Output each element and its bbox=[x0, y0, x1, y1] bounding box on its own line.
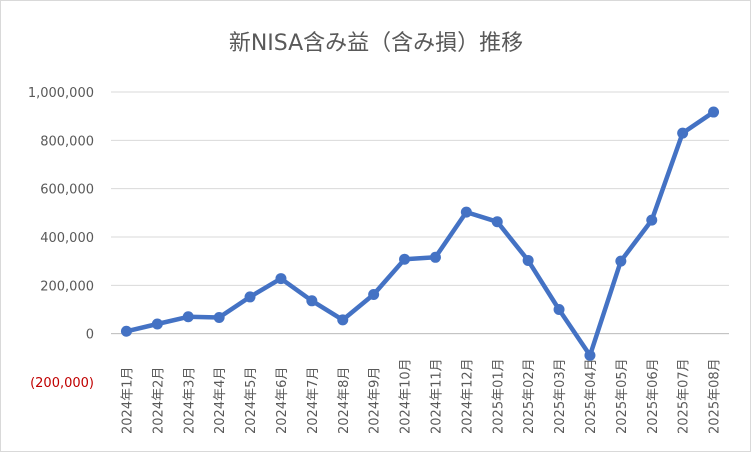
x-tick-label: 2025年04月 bbox=[584, 358, 599, 434]
x-tick-label: 2024年7月 bbox=[306, 367, 321, 434]
y-tick-label: 400,000 bbox=[40, 231, 94, 246]
x-tick-label: 2025年03月 bbox=[553, 358, 568, 434]
x-tick-label: 2024年2月 bbox=[151, 367, 166, 434]
data-point bbox=[368, 289, 380, 301]
x-tick-label: 2024年8月 bbox=[337, 367, 352, 434]
data-point bbox=[244, 291, 256, 303]
x-axis-tick-labels: 2024年1月 2024年2月 2024年3月 2024年4月 2024年5月 2024年… bbox=[120, 358, 722, 434]
x-tick-label: 2024年11月 bbox=[429, 358, 444, 434]
data-point bbox=[646, 214, 658, 226]
y-tick-label: 800,000 bbox=[40, 134, 94, 149]
data-point bbox=[337, 314, 349, 326]
data-point bbox=[275, 273, 287, 285]
x-tick-label: 2024年5月 bbox=[244, 367, 259, 434]
chart-title: 新NISA含み益（含み損）推移 bbox=[229, 31, 523, 56]
data-point bbox=[213, 311, 225, 323]
data-point bbox=[151, 318, 163, 330]
gridlines bbox=[111, 91, 729, 335]
data-point bbox=[429, 251, 441, 263]
data-point bbox=[584, 349, 596, 361]
data-point bbox=[399, 253, 411, 265]
x-tick-label: 2024年4月 bbox=[213, 367, 228, 434]
y-tick-label: 1,000,000 bbox=[28, 86, 94, 101]
x-tick-label: 2024年9月 bbox=[368, 367, 383, 434]
x-tick-label: 2025年05月 bbox=[615, 358, 630, 434]
data-point bbox=[460, 206, 472, 218]
y-tick-label: 0 bbox=[86, 328, 94, 343]
series-points bbox=[120, 106, 720, 361]
data-point bbox=[306, 295, 318, 307]
series-line bbox=[124, 109, 716, 358]
data-point bbox=[553, 304, 565, 315]
data-point bbox=[708, 106, 720, 118]
x-tick-label: 2024年10月 bbox=[399, 358, 414, 434]
data-point bbox=[522, 254, 534, 266]
data-point bbox=[491, 216, 503, 228]
y-tick-label: (200,000) bbox=[30, 376, 94, 391]
y-tick-label: 200,000 bbox=[40, 279, 94, 294]
data-point bbox=[182, 311, 194, 323]
x-tick-label: 2025年08月 bbox=[708, 358, 723, 434]
x-tick-label: 2024年3月 bbox=[182, 367, 197, 434]
data-point bbox=[120, 325, 132, 337]
x-tick-label: 2024年12月 bbox=[460, 358, 475, 434]
x-tick-label: 2025年07月 bbox=[677, 358, 692, 434]
data-point bbox=[615, 255, 627, 267]
data-point bbox=[677, 127, 689, 139]
y-axis-tick-labels: (200,000) 0 200,000 400,000 600,000 800,000 1,… bbox=[28, 86, 94, 391]
x-tick-label: 2024年1月 bbox=[120, 367, 135, 434]
x-tick-label: 2024年6月 bbox=[275, 367, 290, 434]
x-tick-label: 2025年06月 bbox=[646, 358, 661, 434]
x-tick-label: 2025年01月 bbox=[491, 358, 506, 434]
y-tick-label: 600,000 bbox=[40, 183, 94, 198]
x-tick-label: 2025年02月 bbox=[522, 358, 537, 434]
